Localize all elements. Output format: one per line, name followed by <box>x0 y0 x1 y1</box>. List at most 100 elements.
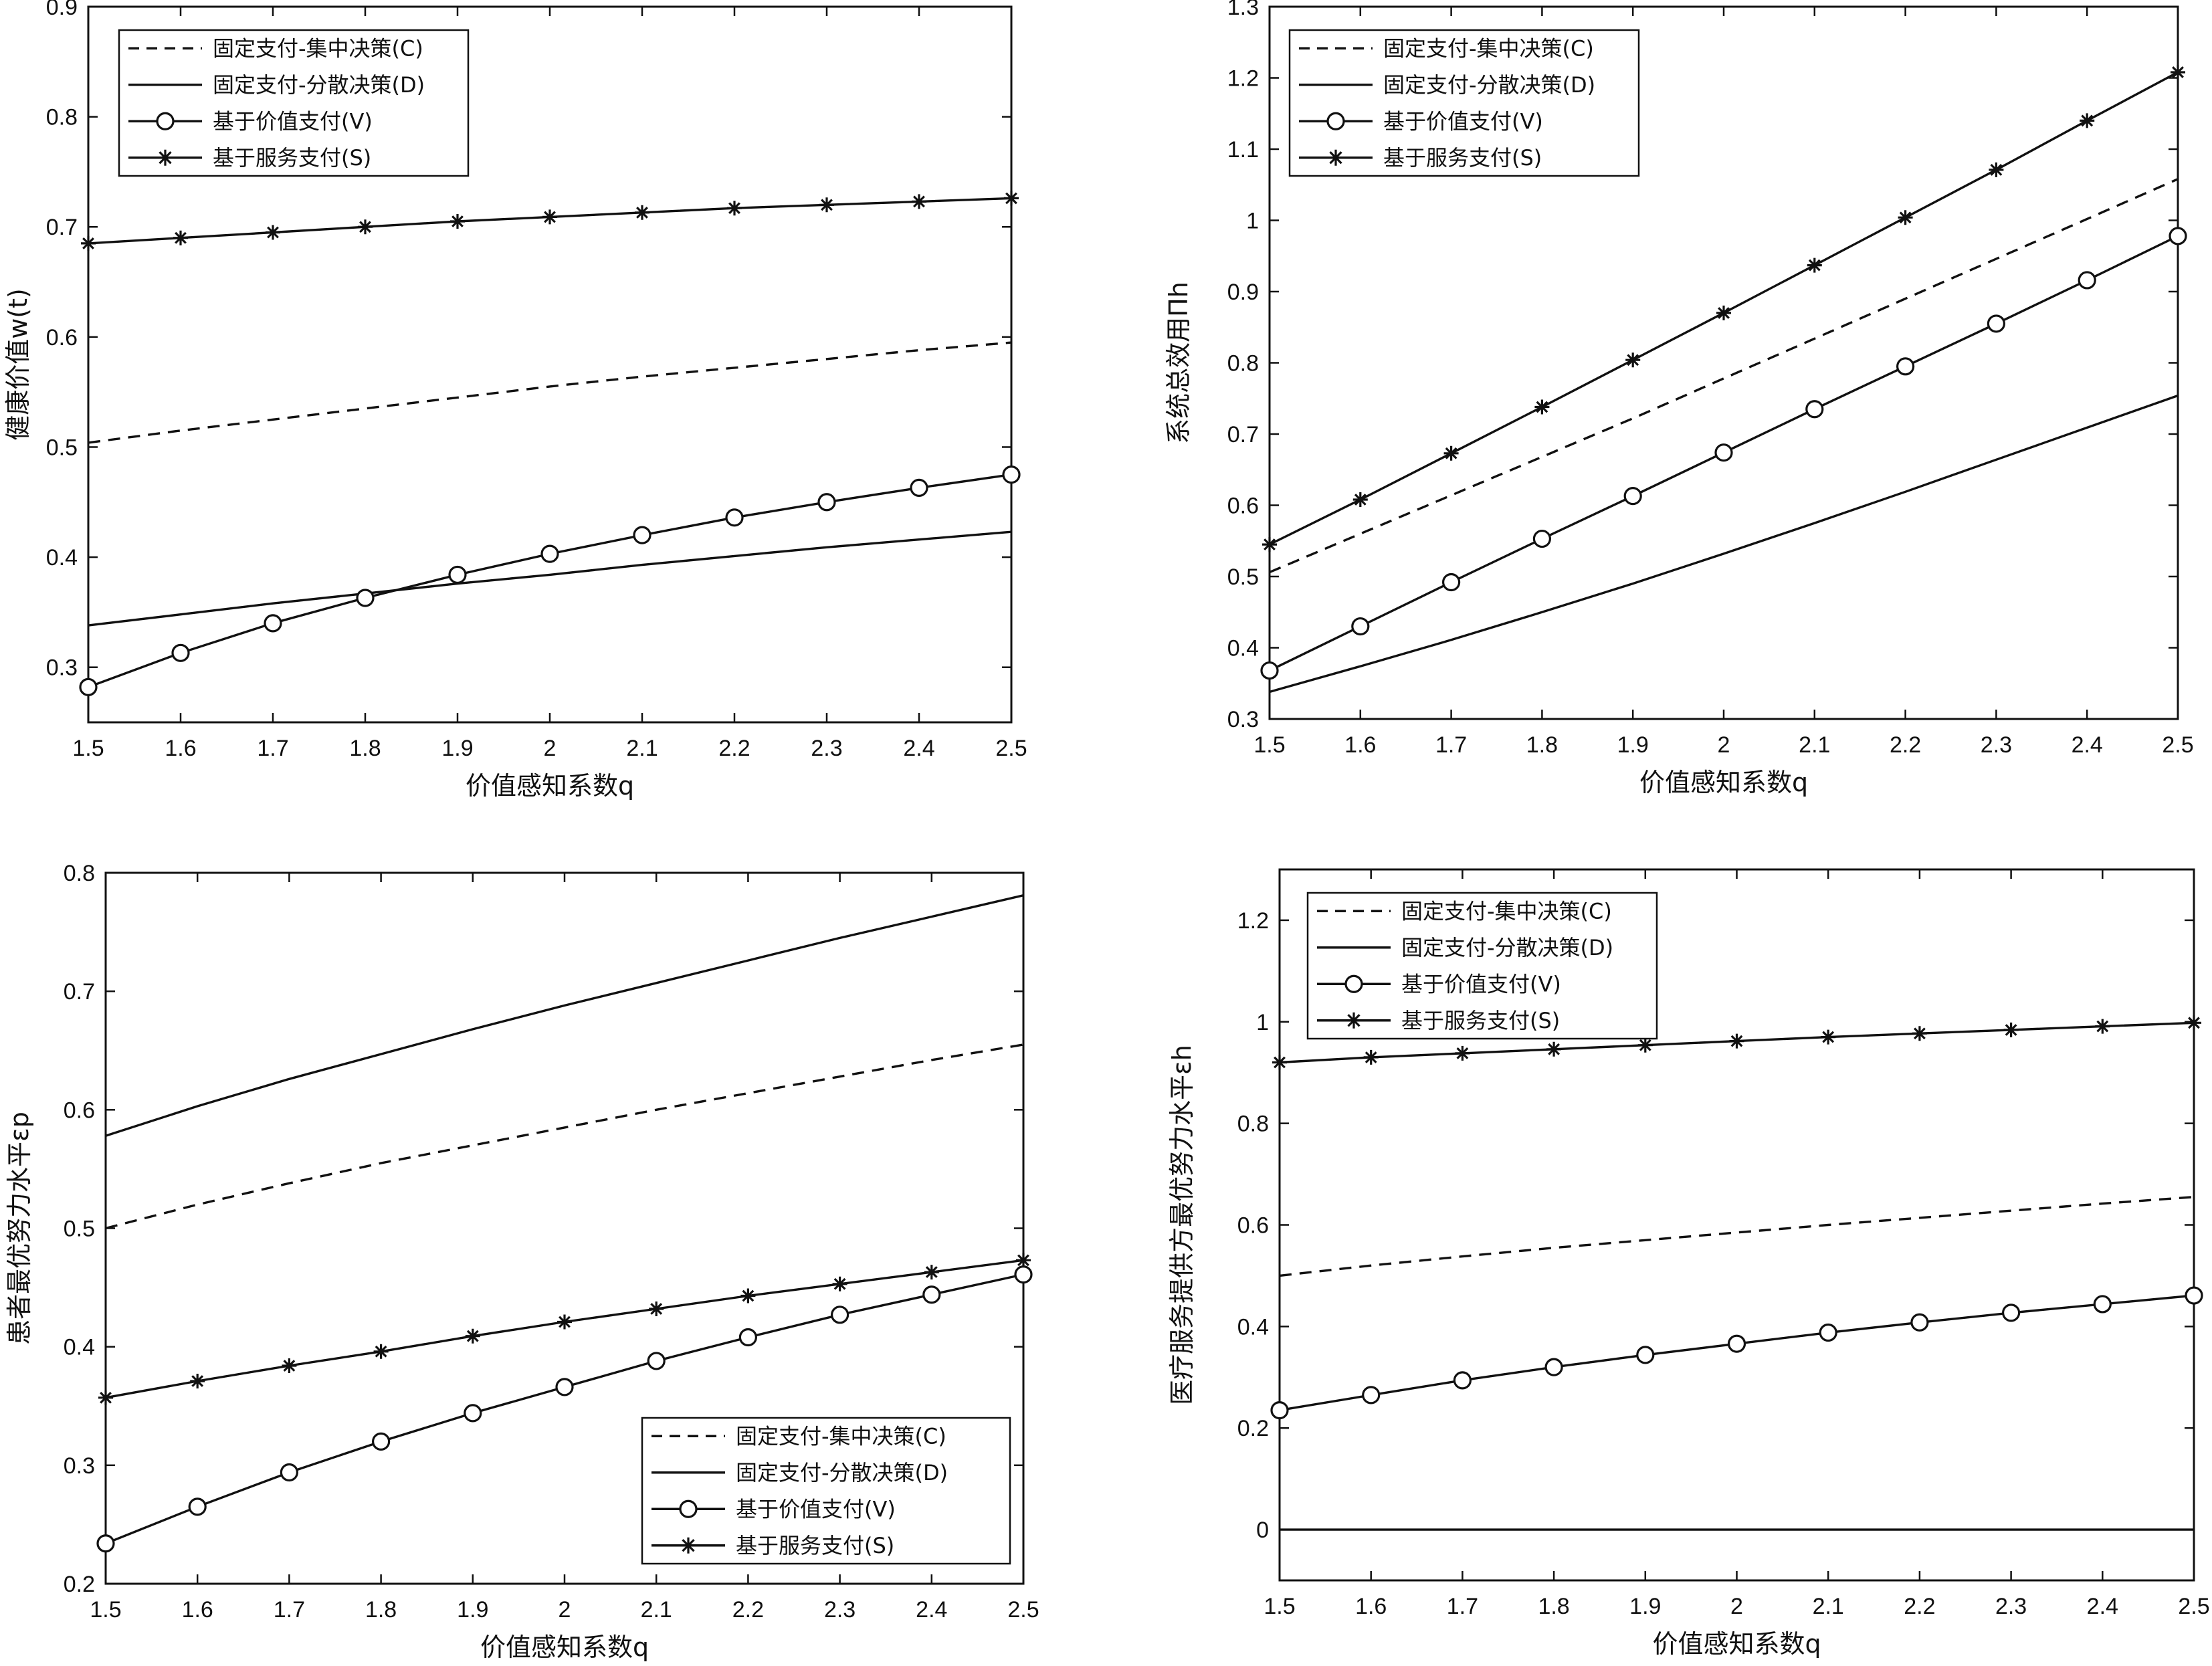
data-point-star <box>1729 1033 1744 1049</box>
data-point-star <box>266 225 280 240</box>
series-line-1 <box>105 894 1024 1137</box>
data-point-star <box>924 1265 939 1280</box>
data-point-circle <box>738 1328 758 1347</box>
x-axis-label: 价值感知系数q <box>466 771 634 801</box>
data-point-star <box>1989 162 2004 177</box>
legend-label-1: 固定支付-分散决策(D) <box>1383 72 1595 98</box>
data-point-circle <box>1270 1401 1289 1420</box>
x-axis-label: 价值感知系数q <box>1639 768 1808 797</box>
data-point-circle <box>725 508 744 527</box>
y-tick-label: 0.3 <box>64 1453 95 1479</box>
y-tick-label: 0.4 <box>64 1335 95 1360</box>
data-point-star <box>373 1344 389 1359</box>
x-tick-label: 2.5 <box>995 736 1027 761</box>
data-point-star <box>1352 492 1368 507</box>
data-point-star <box>819 197 834 213</box>
y-tick-label: 0.5 <box>46 435 78 460</box>
data-point-circle <box>356 589 375 607</box>
data-point-circle <box>1532 529 1551 548</box>
data-point-star <box>2187 1015 2201 1031</box>
data-point-circle <box>1987 314 2005 333</box>
data-point-star <box>1262 537 1277 552</box>
x-tick-label: 1.8 <box>1538 1594 1569 1619</box>
x-tick-label: 1.6 <box>1344 732 1376 758</box>
x-tick-label: 2.5 <box>2162 732 2193 758</box>
legend-label-3: 基于服务支付(S) <box>736 1533 894 1558</box>
data-point-star <box>81 235 96 251</box>
data-point-star <box>832 1276 847 1291</box>
x-tick-label: 2.5 <box>2178 1594 2209 1619</box>
data-point-star <box>1004 191 1019 206</box>
x-tick-label: 1.7 <box>1447 1594 1478 1619</box>
y-tick-label: 0.6 <box>64 1098 95 1123</box>
x-tick-label: 2 <box>544 736 557 761</box>
data-point-circle <box>2169 227 2187 245</box>
data-point-circle <box>371 1432 391 1451</box>
y-tick-label: 0.7 <box>46 215 78 240</box>
data-point-star <box>358 219 373 235</box>
x-tick-label: 2.3 <box>1981 732 2012 758</box>
legend: 固定支付-集中决策(C) 固定支付-分散决策(D) 基于价值支付(V) 基于服务支付(… <box>641 1417 1011 1565</box>
y-axis-label: 健康价值w(t) <box>3 288 33 441</box>
data-point-circle <box>188 1497 207 1516</box>
data-point-circle <box>1351 617 1370 636</box>
data-point-circle <box>1014 1265 1033 1284</box>
legend-marker-3 <box>680 1537 696 1554</box>
data-point-circle <box>96 1534 115 1553</box>
x-tick-label: 1.9 <box>1629 1594 1661 1619</box>
x-tick-label: 2.1 <box>626 736 658 761</box>
legend-label-1: 固定支付-分散决策(D) <box>1401 935 1613 960</box>
y-tick-label: 0 <box>1256 1518 1269 1543</box>
x-axis-label: 价值感知系数q <box>480 1633 649 1662</box>
data-point-circle <box>1636 1346 1655 1364</box>
x-tick-label: 2.3 <box>1995 1594 2027 1619</box>
legend-label-0: 固定支付-集中决策(C) <box>1383 35 1594 61</box>
x-tick-label: 1.5 <box>72 736 104 761</box>
x-tick-label: 1.6 <box>182 1597 213 1623</box>
data-point-circle <box>2093 1295 2112 1314</box>
y-tick-label: 0.5 <box>1227 564 1259 590</box>
x-tick-label: 2.2 <box>718 736 750 761</box>
data-point-circle <box>2002 1304 2021 1322</box>
data-point-star <box>190 1374 205 1388</box>
legend-box <box>118 29 470 177</box>
legend-label-2: 基于价值支付(V) <box>1401 971 1561 997</box>
data-point-circle <box>830 1306 849 1324</box>
data-point-circle <box>1910 1313 1929 1332</box>
data-point-circle <box>1805 400 1824 419</box>
data-point-star <box>649 1301 664 1316</box>
data-point-star <box>1016 1253 1031 1268</box>
series-line-0 <box>88 341 1012 444</box>
legend-label-2: 基于价值支付(V) <box>1383 108 1543 134</box>
y-tick-label: 0.4 <box>1237 1314 1269 1340</box>
data-point-circle <box>540 544 559 563</box>
chart-panel-health-value: 1.5 1.6 1.7 1.8 1.9 2 2.1 2.2 2.3 2.4 2.5 0.3 0.4 0.5… <box>3 0 1027 801</box>
x-tick-label: 1.6 <box>1355 1594 1387 1619</box>
data-point-star <box>1546 1041 1562 1057</box>
data-point-star <box>465 1328 480 1344</box>
data-point-circle <box>1727 1334 1746 1353</box>
x-tick-label: 1.7 <box>257 736 288 761</box>
data-point-star <box>173 230 188 245</box>
legend: 固定支付-集中决策(C) 固定支付-分散决策(D) 基于价值支付(V) 基于服务支付(… <box>1288 29 1640 177</box>
x-tick-label: 1.8 <box>365 1597 397 1623</box>
legend-label-0: 固定支付-集中决策(C) <box>736 1423 946 1449</box>
x-tick-label: 2.3 <box>824 1597 856 1623</box>
x-tick-label: 1.7 <box>1435 732 1467 758</box>
chart-panel-patient-effort: 1.5 1.6 1.7 1.8 1.9 2 2.1 2.2 2.3 2.4 2.5 0.2 0.3 0.4… <box>5 861 1039 1662</box>
y-tick-label: 1 <box>1256 1010 1269 1035</box>
y-tick-label: 0.5 <box>64 1217 95 1242</box>
data-point-circle <box>910 478 928 497</box>
data-point-star <box>1625 352 1641 368</box>
y-tick-label: 0.2 <box>64 1572 95 1597</box>
y-tick-label: 0.8 <box>1237 1112 1269 1137</box>
legend-label-0: 固定支付-集中决策(C) <box>1401 898 1612 924</box>
x-tick-label: 2 <box>559 1597 571 1623</box>
x-tick-label: 1.8 <box>1526 732 1558 758</box>
y-tick-label: 0.3 <box>46 655 78 681</box>
legend-label-2: 基于价值支付(V) <box>213 108 373 134</box>
data-point-star <box>1898 210 1913 225</box>
data-point-star <box>2003 1022 2019 1037</box>
x-tick-label: 2.5 <box>1007 1597 1039 1623</box>
